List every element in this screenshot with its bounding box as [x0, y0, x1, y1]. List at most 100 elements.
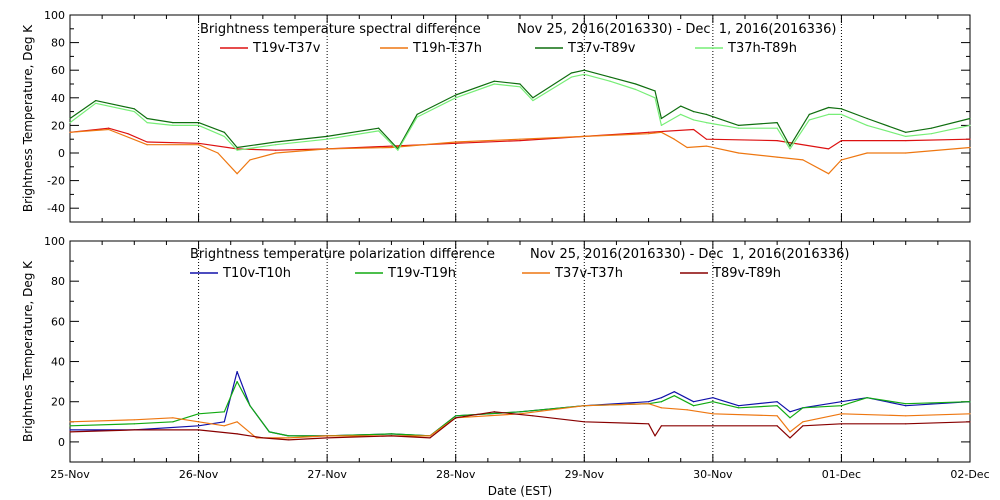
data-point [197, 421, 200, 423]
data-point [776, 405, 778, 407]
data-point [583, 405, 585, 407]
data-point [789, 145, 791, 147]
data-point [275, 149, 277, 151]
data-point [69, 122, 71, 124]
x-tick-label: 27-Nov [307, 468, 347, 481]
data-point [789, 431, 791, 433]
data-point [390, 435, 393, 437]
data-point [705, 122, 708, 124]
data-point [647, 131, 650, 133]
data-point [776, 156, 778, 158]
data-point [635, 83, 637, 85]
data-point [686, 409, 688, 411]
data-point [737, 152, 740, 154]
data-point [493, 411, 495, 413]
y-axis-label: Brightnes Temperature, Deg K [21, 260, 35, 442]
data-point [326, 138, 328, 140]
x-tick-label: 02-Dec [950, 468, 989, 481]
y-tick-label: -40 [47, 202, 65, 215]
data-point [969, 413, 971, 415]
data-point [705, 145, 708, 147]
data-point [969, 146, 971, 149]
data-point [866, 124, 868, 126]
data-point [776, 122, 778, 124]
data-point [827, 148, 830, 150]
data-point [532, 97, 534, 99]
data-point [493, 83, 495, 85]
data-point [416, 113, 418, 115]
data-point [840, 159, 843, 161]
data-point [197, 122, 200, 124]
data-point [737, 124, 740, 126]
data-point [789, 417, 791, 419]
legend-label: T19v-T37v [252, 41, 321, 56]
data-point [133, 423, 135, 425]
data-point [69, 431, 71, 433]
data-point [519, 86, 521, 88]
legend-label: T10v-T10h [222, 266, 291, 281]
data-point [827, 106, 830, 109]
data-point [673, 395, 675, 397]
plot-frame-1 [69, 240, 971, 463]
data-point [776, 139, 778, 142]
data-point [692, 119, 695, 121]
data-point [712, 425, 714, 427]
data-point [570, 72, 573, 74]
data-point [930, 127, 933, 129]
data-point [635, 88, 637, 91]
data-point [840, 108, 843, 110]
x-tick-label: 26-Nov [179, 468, 219, 481]
y-tick-label: 0 [58, 436, 65, 449]
data-point [236, 149, 238, 151]
data-point [840, 113, 843, 115]
data-point [660, 131, 663, 133]
data-point [712, 401, 714, 403]
data-point [146, 141, 148, 143]
data-point [930, 133, 933, 135]
data-point [583, 73, 585, 75]
data-point [647, 133, 650, 135]
data-point [673, 391, 675, 393]
data-point [429, 435, 431, 437]
data-point [107, 127, 110, 129]
data-point [737, 127, 740, 129]
data-point [133, 429, 135, 431]
data-point [390, 145, 393, 147]
data-point [802, 159, 804, 161]
data-point [223, 421, 225, 423]
data-point [802, 425, 804, 427]
data-point [802, 421, 804, 423]
data-point [776, 425, 778, 427]
data-point [326, 435, 328, 437]
legend-label: T19v-T19h [387, 266, 456, 281]
data-point [223, 411, 225, 413]
data-point [660, 407, 663, 409]
data-point [455, 417, 457, 419]
data-point [737, 407, 740, 409]
data-point [236, 173, 238, 175]
data-point [262, 437, 264, 439]
data-point [172, 417, 174, 419]
data-point [609, 80, 611, 82]
x-tick-label: 28-Nov [436, 468, 476, 481]
data-point [840, 401, 843, 403]
data-point [827, 113, 830, 115]
data-point [326, 148, 328, 150]
data-point [287, 435, 290, 437]
legend-label: T89v-T89h [712, 266, 781, 281]
data-point [789, 411, 791, 413]
data-point [673, 138, 675, 140]
data-point [808, 119, 810, 121]
data-point [390, 433, 393, 435]
data-point [705, 138, 708, 140]
data-point [268, 431, 270, 433]
data-point [429, 437, 431, 439]
data-point [680, 105, 682, 107]
y-tick-label: 0 [58, 147, 65, 160]
data-point [969, 401, 971, 403]
y-tick-label: 40 [51, 356, 65, 369]
data-point [654, 435, 656, 437]
data-point [583, 135, 585, 138]
data-point [866, 152, 868, 154]
